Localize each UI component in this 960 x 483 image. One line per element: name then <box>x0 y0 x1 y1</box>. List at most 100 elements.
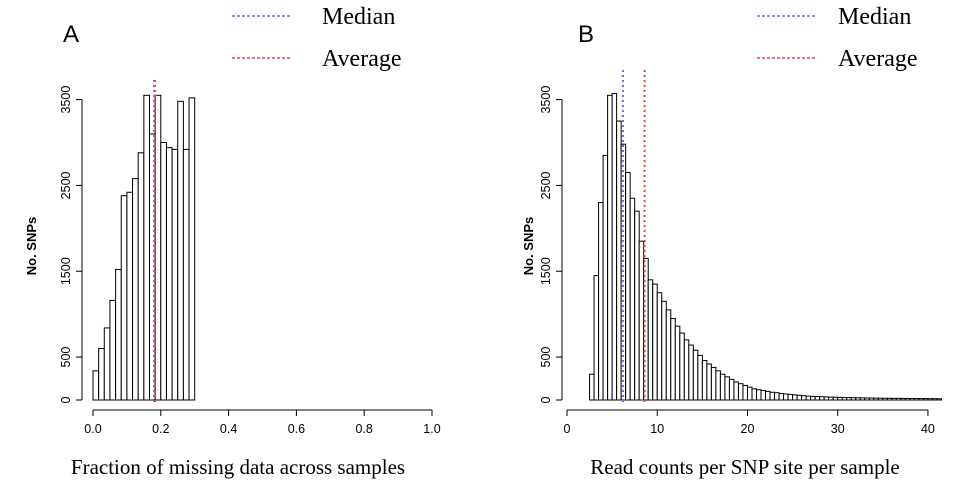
panel-b-histogram-bar <box>855 397 861 401</box>
panel-b-histogram-bar <box>801 395 807 401</box>
panel-b-histogram-bar <box>742 384 748 401</box>
panel-b-histogram-bar <box>769 391 776 401</box>
panel-a-histogram-bar <box>126 191 134 401</box>
panel-b-histogram-bar <box>697 354 703 401</box>
panel-b-histogram-bar <box>616 120 622 401</box>
panel-b-histogram-bar <box>643 257 649 401</box>
panel-b-histogram-bar <box>868 397 875 401</box>
panel-b-x-tick-label: 30 <box>831 422 845 436</box>
panel-b-histogram-bar <box>760 390 767 401</box>
panel-a-histogram-bar <box>115 269 122 401</box>
panel-b-x-label: Read counts per SNP site per sample <box>590 455 900 479</box>
panel-b-histogram-bar <box>859 397 866 401</box>
panel-b-y-tick-label: 1500 <box>539 257 553 285</box>
panel-b-histogram-bar <box>733 381 739 401</box>
panel-b-histogram-bar <box>756 389 762 401</box>
panel-b-histogram-bar <box>688 344 694 401</box>
panel-b-histogram-bar <box>900 397 906 401</box>
panel-b-legend: Median Average <box>757 4 918 72</box>
panel-a-histogram-bar <box>103 327 111 401</box>
panel-b-histogram-bar <box>719 373 726 401</box>
panel-b-y-label: No. SNPs <box>521 217 536 276</box>
panel-b-y-tick-label: 2500 <box>539 171 553 199</box>
panel-b-histogram-bar <box>728 378 735 401</box>
panel-a-histogram-bar <box>182 148 190 401</box>
panel-b-histogram-bar <box>674 325 681 401</box>
panel-b-histogram-bar <box>593 275 600 401</box>
panel-b-histogram-bar <box>737 383 744 401</box>
panel-b-histogram-bar <box>625 172 631 401</box>
panel-a-histogram-bar <box>120 195 128 401</box>
panel-b-label: B <box>578 21 594 48</box>
panel-a-y-label: No. SNPs <box>24 217 39 276</box>
panel-a-histogram-bar <box>132 178 139 401</box>
panel-b-legend-median-label: Median <box>838 4 911 30</box>
panel-a-legend: Median Average <box>232 4 402 72</box>
panel-b-histogram-bar <box>877 397 884 401</box>
panel-b-histogram-bar <box>850 397 857 401</box>
panel-b-histogram-bar <box>715 370 721 401</box>
panel-b-histogram-bar <box>783 393 789 401</box>
panel-b-histogram-bar <box>873 397 879 401</box>
panel-b-histogram-bar <box>706 363 712 401</box>
panel-b-histogram-bar <box>670 317 676 401</box>
panel-b-histogram-bar <box>629 197 636 401</box>
panel-b-histogram-bar <box>751 388 757 401</box>
panel-b-histogram-bar <box>647 279 654 401</box>
panel-b-histogram-bar <box>823 396 830 401</box>
panel-b-histogram-bar <box>904 397 911 401</box>
panel-a-histogram-bar <box>137 152 145 401</box>
panel-b-histogram-bar <box>846 397 852 401</box>
panel-a-x-tick-label: 0.4 <box>220 422 237 436</box>
panel-b-histogram-bar <box>638 240 645 401</box>
panel-a-x-tick-label: 0.6 <box>288 422 305 436</box>
panel-b-x-tick-label: 10 <box>650 422 664 436</box>
panel-a-histogram-bar <box>143 94 151 401</box>
panel-a-bars <box>92 94 196 401</box>
panel-a: A Median Average 0.0 0.2 0.4 0.6 0.8 1.0 0 500 1… <box>24 4 441 479</box>
panel-b-histogram-bar <box>661 300 667 401</box>
panel-a-y-tick-label: 1500 <box>59 257 73 285</box>
panel-b-histogram-bar <box>886 397 893 401</box>
panel-b-histogram-bar <box>796 394 803 401</box>
panel-b-y-tick-label: 0 <box>539 396 553 403</box>
panel-b-histogram-bar <box>828 396 834 401</box>
panel-b-histogram-bar <box>710 366 717 401</box>
panel-b-histogram-bar <box>931 398 938 401</box>
panel-b-x-tick-label: 0 <box>564 422 571 436</box>
panel-b-histogram-bar <box>837 396 843 401</box>
panel-a-y-tick-label: 500 <box>59 347 73 368</box>
panel-a-legend-median-label: Median <box>322 4 395 30</box>
panel-b-histogram-bar <box>814 396 821 401</box>
panel-b-histogram-bar <box>692 349 699 401</box>
panel-b-histogram-bar <box>774 392 780 401</box>
panel-b-histogram-bar <box>778 393 785 401</box>
panel-b-y-tick-label: 500 <box>539 347 553 368</box>
panel-a-histogram-bar <box>109 299 117 401</box>
panel-b-histogram-bar <box>891 397 897 401</box>
panel-b-histogram-bar <box>679 332 685 401</box>
panel-b-x-axis: 0 10 20 30 40 <box>564 409 935 436</box>
panel-b-histogram-bar <box>909 398 915 401</box>
panel-b-histogram-bar <box>819 396 825 401</box>
panel-a-histogram-bar <box>160 142 167 401</box>
panel-b-histogram-bar <box>602 154 609 401</box>
panel-a-reference-lines <box>153 80 157 404</box>
panel-a-x-axis: 0.0 0.2 0.4 0.6 0.8 1.0 <box>84 409 441 436</box>
panel-b-histogram-bar <box>895 397 902 401</box>
panel-b-y-tick-label: 3500 <box>539 86 553 114</box>
panel-b-histogram-bar <box>787 393 794 401</box>
panel-a-histogram-bar <box>188 97 196 401</box>
panel-b-histogram-bar <box>792 394 798 401</box>
panel-b-bars <box>589 93 942 401</box>
panel-b-histogram-bar <box>634 210 640 401</box>
panel-b-histogram-bar <box>805 395 812 401</box>
panel-b-histogram-bar <box>589 373 595 401</box>
panel-b-histogram-bar <box>918 398 924 401</box>
panel-b-histogram-bar <box>724 376 730 401</box>
panel-b-histogram-bar <box>936 398 942 401</box>
panel-b-histogram-bar <box>656 292 663 401</box>
panel-b-histogram-bar <box>765 390 771 401</box>
panel-a-histogram-bar <box>177 100 184 401</box>
